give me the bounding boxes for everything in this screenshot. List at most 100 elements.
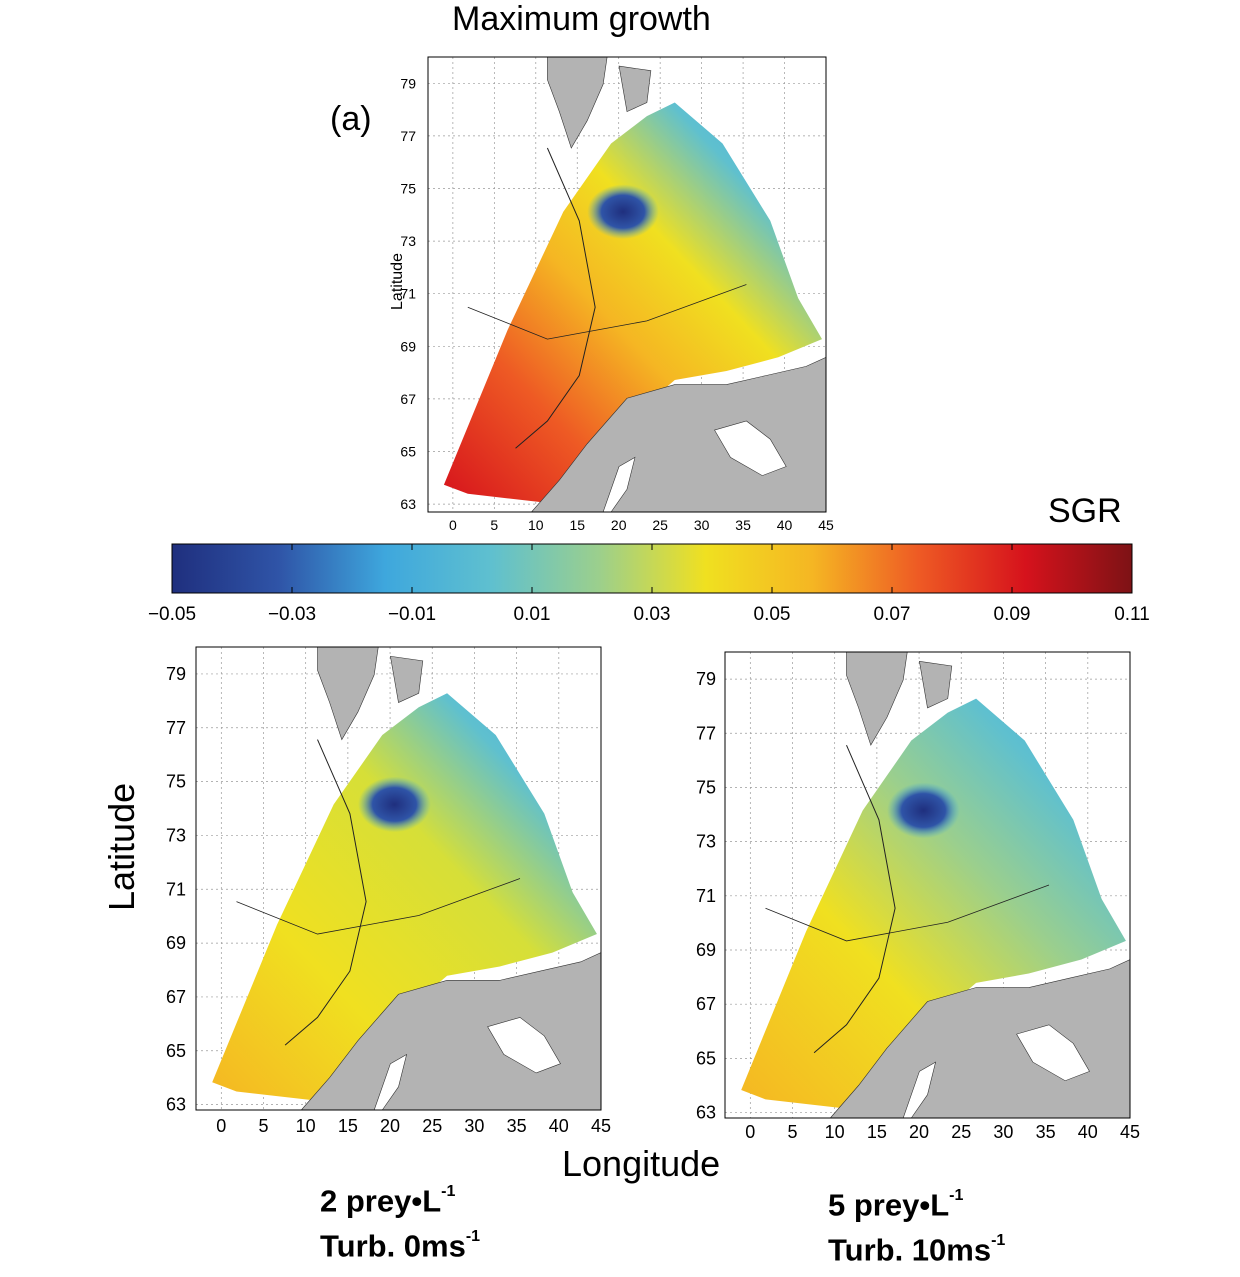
lat-tick-label: 73	[166, 825, 186, 845]
depth-contour	[236, 878, 521, 935]
lon-tick-label: 35	[507, 1116, 527, 1136]
lat-tick-label: 67	[166, 987, 186, 1007]
longitude-axis-label: Longitude	[562, 1143, 721, 1184]
lon-tick-label: 25	[652, 517, 668, 533]
land-svalbard	[547, 56, 608, 149]
lon-tick-label: 40	[1078, 1122, 1098, 1142]
lat-tick-label: 69	[166, 933, 186, 953]
white-sea	[714, 420, 787, 476]
caption-left-prey-exp: -1	[441, 1183, 456, 1200]
latitude-axis-label: Latitude	[101, 782, 142, 911]
lon-tick-label: 30	[993, 1122, 1013, 1142]
lon-tick-label: 20	[909, 1122, 929, 1142]
colorbar-tick-label: 0.01	[514, 604, 551, 625]
lat-tick-label: 69	[696, 940, 716, 960]
colorbar-tick-label: 0.05	[754, 604, 791, 625]
deep-blue-patch	[358, 776, 431, 833]
lat-tick-label: 73	[400, 233, 416, 249]
caption-right-prey-exp: -1	[949, 1187, 964, 1204]
lon-tick-label: 20	[611, 517, 627, 533]
caption-right: 5 prey•L-1 Turb. 10ms-1	[828, 1180, 1005, 1271]
lon-tick-label: 0	[745, 1122, 755, 1142]
lon-tick-label: 30	[464, 1116, 484, 1136]
lon-tick-label: 0	[449, 517, 457, 533]
depth-contour	[765, 884, 1050, 942]
caption-left-turb-exp: -1	[465, 1228, 481, 1246]
colorbar-label: SGR	[1048, 492, 1122, 530]
lon-tick-label: 40	[777, 517, 793, 533]
white-sea	[1016, 1024, 1090, 1082]
panel-c: 63 65 67 69 71 73 75 77 79 0 5 10 15 20 25 30 35 40 45	[696, 651, 1140, 1142]
colorbar-tick-label: −0.05	[148, 604, 196, 625]
lon-tick-label: 5	[787, 1122, 797, 1142]
lon-tick-label: 10	[528, 517, 544, 533]
lat-tick-label: 77	[166, 718, 186, 738]
colorbar: −0.05 −0.03 −0.01 0.01 0.03 0.05 0.07 0.09 0.11	[148, 543, 1150, 625]
land-island	[618, 65, 652, 113]
sgr-field	[443, 102, 823, 503]
lon-tick-label: 5	[258, 1116, 268, 1136]
lat-tick-label: 67	[400, 391, 416, 407]
lat-tick-label: 79	[400, 75, 416, 91]
map-frame	[724, 651, 1131, 1119]
panel-a-latitude-label: Latitude	[389, 253, 406, 310]
map-title: Maximum growth	[452, 0, 711, 38]
lat-tick-label: 63	[400, 496, 416, 512]
lon-tick-label: 10	[825, 1122, 845, 1142]
deep-blue-patch	[587, 184, 659, 239]
gulf-bothnia	[373, 1053, 408, 1111]
lat-tick-label: 77	[696, 723, 716, 743]
map-frame	[427, 56, 827, 513]
lon-tick-label: 40	[549, 1116, 569, 1136]
sgr-field	[212, 693, 597, 1101]
lon-tick-label: 30	[694, 517, 710, 533]
lat-tick-label: 63	[166, 1095, 186, 1115]
lat-tick-label: 75	[400, 181, 416, 197]
caption-right-turb: Turb. 10ms	[828, 1232, 992, 1268]
lat-tick-label: 75	[166, 772, 186, 792]
lon-tick-label: 15	[867, 1122, 887, 1142]
lat-tick-label: 67	[696, 994, 716, 1014]
lon-tick-label: 0	[216, 1116, 226, 1136]
lon-tick-label: 15	[338, 1116, 358, 1136]
caption-right-turb-exp: -1	[991, 1232, 1006, 1250]
white-sea	[487, 1017, 561, 1074]
lon-tick-label: 15	[569, 517, 585, 533]
depth-contour	[467, 284, 747, 340]
colorbar-gradient	[171, 543, 1133, 594]
lon-tick-label: 45	[1120, 1122, 1140, 1142]
colorbar-tick-label: −0.03	[268, 604, 316, 625]
lat-tick-label: 79	[696, 669, 716, 689]
lat-tick-label: 65	[696, 1048, 716, 1068]
lat-tick-label: 79	[166, 664, 186, 684]
caption-right-prey: 5 prey•L	[828, 1187, 950, 1223]
sgr-field	[741, 698, 1126, 1109]
lat-tick-label: 71	[166, 879, 186, 899]
land-svalbard	[846, 651, 908, 746]
lat-tick-label: 65	[400, 444, 416, 460]
colorbar-tick-label: 0.03	[634, 604, 671, 625]
lat-tick-label: 75	[696, 777, 716, 797]
lat-tick-label: 73	[696, 832, 716, 852]
land-svalbard	[317, 646, 379, 741]
caption-left-prey: 2 prey•L	[320, 1183, 442, 1219]
lat-tick-label: 69	[400, 338, 416, 354]
lon-tick-label: 5	[490, 517, 498, 533]
lon-tick-label: 35	[1036, 1122, 1056, 1142]
colorbar-tick-label: −0.01	[388, 604, 436, 625]
lon-tick-label: 25	[422, 1116, 442, 1136]
colorbar-tick-label: 0.07	[874, 604, 911, 625]
lon-tick-label: 25	[951, 1122, 971, 1142]
lon-tick-label: 45	[818, 517, 834, 533]
caption-left-turb: Turb. 0ms	[320, 1228, 466, 1264]
lat-tick-label: 65	[166, 1041, 186, 1061]
land-island	[390, 655, 424, 703]
lat-tick-label: 71	[696, 886, 716, 906]
lat-tick-label: 71	[400, 286, 416, 302]
lon-tick-label: 45	[591, 1116, 611, 1136]
lat-tick-label: 63	[696, 1103, 716, 1123]
depth-contour	[813, 745, 896, 1054]
lon-tick-label: 10	[296, 1116, 316, 1136]
gulf-bothnia	[602, 456, 636, 513]
